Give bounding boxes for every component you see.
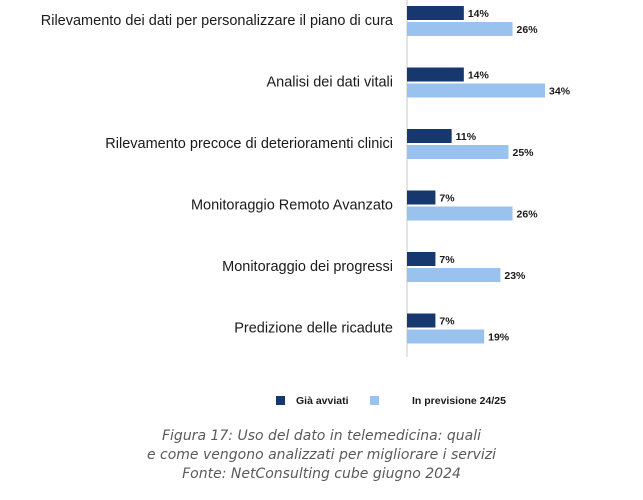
legend-label-in-previsione: In previsione 24/25 [412,395,506,407]
category-label: Analisi dei dati vitali [266,75,393,91]
legend-label-gia-avviati: Già avviati [296,395,349,407]
bar-in-previsione [407,83,546,98]
data-label-in-previsione: 23% [504,270,526,282]
bar-in-previsione [407,268,501,282]
bar-gia-avviati [407,6,464,20]
data-label-gia-avviati: 7% [439,193,455,205]
bar-gia-avviati [407,67,464,82]
legend-swatch-gia-avviati [276,396,285,405]
caption-line-1: Figura 17: Uso del dato in telemedicina:… [161,428,481,444]
bar-gia-avviati [407,313,436,328]
data-label-in-previsione: 26% [517,209,539,221]
caption-line-2: e come vengono analizzati per migliorare… [146,447,497,463]
data-label-gia-avviati: 14% [468,70,490,82]
bar-in-previsione [407,22,513,36]
data-label-in-previsione: 25% [513,147,535,159]
data-label-gia-avviati: 7% [439,316,455,328]
bar-gia-avviati [407,252,436,266]
data-label-gia-avviati: 7% [439,254,455,266]
category-label: Predizione delle ricadute [234,321,393,337]
bar-in-previsione [407,145,509,159]
data-label-gia-avviati: 11% [456,131,477,143]
category-label: Monitoraggio Remoto Avanzato [191,198,393,214]
data-label-gia-avviati: 14% [468,8,490,20]
category-label: Rilevamento precoce di deterioramenti cl… [105,136,393,152]
bar-in-previsione [407,206,513,221]
bar-gia-avviati [407,129,452,143]
bar-in-previsione [407,329,485,344]
bar-gia-avviati [407,190,436,205]
data-label-in-previsione: 19% [488,332,510,344]
legend-swatch-in-previsione [370,396,379,405]
category-label: Rilevamento dei dati per personalizzare … [41,13,394,29]
caption-source: Fonte: NetConsulting cube giugno 2024 [182,466,461,482]
data-label-in-previsione: 26% [517,24,539,36]
category-label: Monitoraggio dei progressi [222,259,393,275]
data-label-in-previsione: 34% [549,86,571,98]
